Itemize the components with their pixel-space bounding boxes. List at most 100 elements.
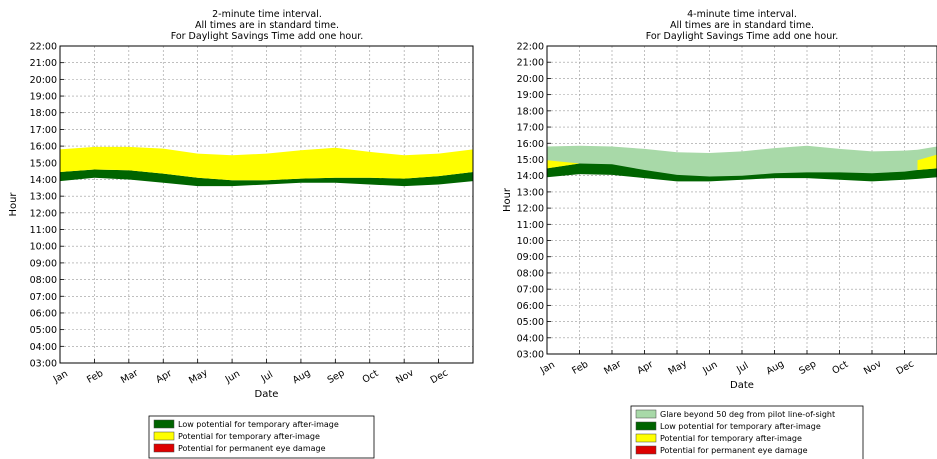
x-tick-label: Sep	[797, 359, 818, 377]
x-tick-label: Nov	[394, 367, 416, 386]
y-tick-label: 10:00	[517, 236, 544, 247]
legend-entry: Potential for temporary after-image	[660, 434, 802, 443]
x-tick-label: Jul	[734, 360, 750, 376]
legend-entry: Potential for permanent eye damage	[660, 446, 808, 455]
y-tick-label: 14:00	[517, 171, 544, 182]
x-tick-label: Mar	[119, 368, 140, 387]
x-tick-label: Oct	[361, 368, 381, 386]
y-tick-label: 17:00	[30, 125, 57, 136]
chart-title-line: 4-minute time interval.	[687, 9, 797, 20]
y-tick-label: 14:00	[30, 175, 57, 186]
y-tick-label: 07:00	[30, 292, 57, 303]
x-tick-label: Jan	[51, 368, 70, 385]
x-tick-label: May	[666, 358, 689, 378]
y-axis-label: Hour	[502, 187, 513, 212]
chart-2: 4-minute time interval.All times are in …	[502, 9, 937, 459]
y-tick-label: 11:00	[30, 225, 57, 236]
x-tick-label: Jun	[700, 359, 719, 376]
legend-entry: Potential for temporary after-image	[178, 432, 320, 441]
x-tick-label: Apr	[635, 359, 655, 377]
y-tick-label: 10:00	[30, 242, 57, 253]
x-tick-label: Dec	[895, 358, 916, 377]
y-tick-label: 15:00	[517, 155, 544, 166]
y-tick-label: 09:00	[517, 252, 544, 263]
chart-1: 2-minute time interval.All times are in …	[8, 9, 474, 459]
chart-title-line: For Daylight Savings Time add one hour.	[646, 31, 839, 42]
legend-swatch	[153, 431, 175, 441]
legend-box	[630, 405, 864, 459]
y-tick-label: 12:00	[30, 208, 57, 219]
legend-box	[148, 415, 375, 459]
y-tick-label: 08:00	[517, 268, 544, 279]
y-tick-label: 16:00	[30, 142, 57, 153]
x-tick-label: Jan	[538, 359, 557, 376]
y-tick-label: 04:00	[30, 342, 57, 353]
y-tick-label: 15:00	[30, 158, 57, 169]
x-tick-label: Jun	[223, 368, 242, 385]
x-tick-label: Mar	[602, 359, 623, 378]
chart-title-line: 2-minute time interval.	[212, 9, 322, 20]
y-tick-label: 21:00	[517, 58, 544, 69]
legend-swatch	[153, 443, 175, 453]
y-tick-label: 06:00	[30, 308, 57, 319]
y-tick-label: 17:00	[517, 123, 544, 134]
series-band-0	[60, 169, 473, 187]
y-tick-label: 09:00	[30, 258, 57, 269]
series-band-1	[60, 146, 473, 181]
y-tick-label: 18:00	[517, 106, 544, 117]
y-tick-label: 22:00	[517, 42, 544, 53]
y-tick-label: 08:00	[30, 275, 57, 286]
y-tick-label: 06:00	[517, 301, 544, 312]
y-tick-label: 18:00	[30, 108, 57, 119]
series-band-2	[547, 160, 580, 169]
y-tick-label: 03:00	[517, 350, 544, 361]
y-tick-label: 05:00	[30, 325, 57, 336]
chart-title-line: For Daylight Savings Time add one hour.	[171, 31, 364, 42]
y-tick-label: 03:00	[30, 359, 57, 370]
legend-swatch	[153, 419, 175, 429]
x-tick-label: Feb	[570, 359, 590, 377]
legend-swatch	[635, 445, 657, 455]
chart-title-line: All times are in standard time.	[670, 20, 814, 31]
legend: Low potential for temporary after-image P…	[148, 415, 375, 459]
x-tick-label: Jul	[259, 369, 275, 385]
x-tick-label: Aug	[291, 367, 313, 386]
legend-entry: Potential for permanent eye damage	[178, 444, 326, 453]
x-axis-label: Date	[730, 380, 754, 391]
y-tick-label: 05:00	[517, 317, 544, 328]
legend-swatch	[635, 421, 657, 431]
x-tick-label: Nov	[862, 358, 884, 377]
x-tick-label: Aug	[764, 358, 786, 377]
series-band-2	[917, 154, 937, 170]
chart-title-line: All times are in standard time.	[195, 20, 339, 31]
x-tick-label: Dec	[429, 367, 450, 386]
x-tick-label: Sep	[326, 368, 347, 386]
y-tick-label: 12:00	[517, 204, 544, 215]
x-tick-label: Apr	[154, 368, 174, 386]
y-tick-label: 04:00	[517, 333, 544, 344]
series-band-1	[547, 163, 937, 182]
legend-entry: Low potential for temporary after-image	[660, 422, 821, 431]
y-tick-label: 19:00	[30, 92, 57, 103]
plot-frame	[59, 45, 474, 364]
y-axis-label: Hour	[8, 192, 19, 217]
plot-frame	[546, 45, 937, 355]
legend: Glare beyond 50 deg from pilot line-of-s…	[630, 405, 864, 459]
x-axis-label: Date	[255, 389, 279, 400]
y-tick-label: 20:00	[517, 74, 544, 85]
x-tick-label: Oct	[830, 359, 850, 377]
y-tick-label: 13:00	[517, 187, 544, 198]
y-tick-label: 19:00	[517, 90, 544, 101]
y-tick-label: 16:00	[517, 139, 544, 150]
y-tick-label: 22:00	[30, 42, 57, 53]
legend-entry: Low potential for temporary after-image	[178, 420, 339, 429]
y-tick-label: 20:00	[30, 75, 57, 86]
y-tick-label: 13:00	[30, 192, 57, 203]
x-tick-label: May	[187, 367, 210, 387]
y-tick-label: 07:00	[517, 285, 544, 296]
y-tick-label: 21:00	[30, 58, 57, 69]
legend-swatch	[635, 433, 657, 443]
x-tick-label: Feb	[85, 368, 105, 386]
legend-swatch	[635, 409, 657, 419]
